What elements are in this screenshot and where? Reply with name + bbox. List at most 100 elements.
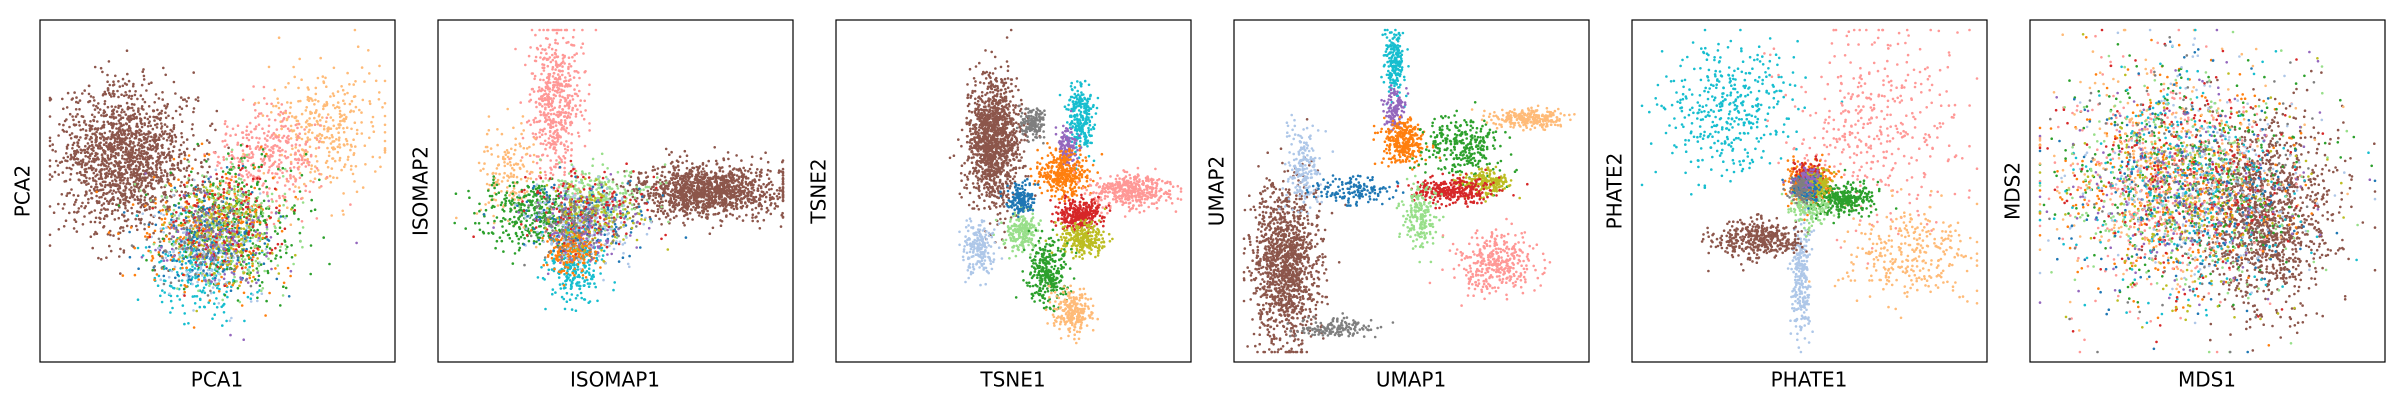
scatter-point: [384, 131, 387, 134]
scatter-point: [142, 108, 145, 111]
scatter-point: [161, 98, 164, 101]
scatter-point: [556, 32, 559, 35]
scatter-point: [541, 63, 544, 66]
scatter-point: [128, 164, 131, 167]
scatter-point: [111, 131, 114, 134]
scatter-point: [117, 154, 120, 157]
scatter-point: [291, 144, 294, 147]
scatter-point: [222, 170, 225, 173]
scatter-point: [547, 76, 550, 79]
scatter-point: [257, 102, 260, 105]
scatter-point: [204, 208, 207, 211]
scatter-point: [136, 214, 139, 217]
scatter-point: [103, 207, 106, 210]
scatter-point: [205, 160, 208, 163]
scatter-point: [104, 91, 107, 94]
scatter-point: [64, 159, 67, 162]
scatter-point: [181, 263, 184, 266]
scatter-point: [201, 214, 204, 217]
scatter-point: [121, 146, 124, 149]
scatter-point: [272, 151, 275, 154]
scatter-point: [156, 109, 159, 112]
scatter-point: [107, 89, 110, 92]
scatter-point: [330, 214, 333, 217]
scatter-point: [132, 150, 135, 153]
scatter-point: [140, 182, 143, 185]
scatter-point: [277, 102, 280, 105]
scatter-point: [296, 120, 299, 123]
scatter-point: [270, 111, 273, 114]
scatter-point: [557, 138, 560, 141]
scatter-point: [132, 146, 135, 149]
scatter-point: [233, 235, 236, 238]
scatter-point: [157, 156, 160, 159]
scatter-point: [243, 244, 246, 247]
scatter-point: [262, 237, 265, 240]
scatter-point: [124, 82, 127, 85]
scatter-point: [280, 215, 283, 218]
scatter-point: [88, 100, 91, 103]
scatter-point: [238, 285, 241, 288]
scatter-point: [542, 130, 545, 133]
scatter-point: [249, 277, 252, 280]
scatter-point: [163, 275, 166, 278]
scatter-point: [192, 189, 195, 192]
scatter-point: [180, 190, 183, 193]
scatter-point: [213, 197, 216, 200]
scatter-point: [572, 36, 575, 39]
scatter-point: [170, 281, 173, 284]
scatter-point: [107, 154, 110, 157]
scatter-point: [168, 182, 171, 185]
scatter-point: [108, 122, 111, 125]
scatter-point: [115, 116, 118, 119]
scatter-point: [92, 149, 95, 152]
scatter-point: [583, 100, 586, 103]
scatter-point: [163, 221, 166, 224]
scatter-point: [84, 145, 87, 148]
scatter-point: [570, 65, 573, 68]
scatter-point: [242, 208, 245, 211]
scatter-point: [71, 147, 74, 150]
scatter-point: [572, 98, 575, 101]
scatter-point: [252, 234, 255, 237]
scatter-point: [230, 317, 233, 320]
scatter-point: [256, 291, 259, 294]
scatter-point: [274, 247, 277, 250]
scatter-point: [116, 141, 119, 144]
scatter-point: [231, 271, 234, 274]
scatter-point: [250, 285, 253, 288]
scatter-point: [63, 203, 66, 206]
scatter-point: [287, 156, 290, 159]
scatter-point: [573, 44, 576, 47]
scatter-point: [150, 251, 153, 254]
scatter-point: [218, 302, 221, 305]
scatter-point: [180, 213, 183, 216]
scatter-point: [128, 144, 131, 147]
scatter-point: [62, 207, 65, 210]
scatter-point: [289, 106, 292, 109]
scatter-point: [148, 83, 151, 86]
scatter-point: [284, 193, 287, 196]
scatter-point: [304, 133, 307, 136]
scatter-point: [165, 267, 168, 270]
pca-x-axis-label: PCA1: [191, 368, 243, 392]
scatter-point: [211, 254, 214, 257]
scatter-point: [132, 142, 135, 145]
scatter-point: [264, 180, 267, 183]
scatter-point: [229, 134, 232, 137]
scatter-point: [178, 214, 181, 217]
scatter-point: [323, 128, 326, 131]
scatter-point: [92, 119, 95, 122]
scatter-point: [179, 260, 182, 263]
scatter-point: [185, 226, 188, 229]
scatter-point: [559, 157, 562, 160]
scatter-point: [278, 204, 281, 207]
scatter-point: [238, 174, 241, 177]
scatter-point: [160, 186, 163, 189]
scatter-point: [129, 154, 132, 157]
scatter-point: [54, 150, 57, 153]
scatter-point: [108, 172, 111, 175]
scatter-point: [349, 203, 352, 206]
scatter-point: [370, 121, 373, 124]
scatter-point: [342, 99, 345, 102]
